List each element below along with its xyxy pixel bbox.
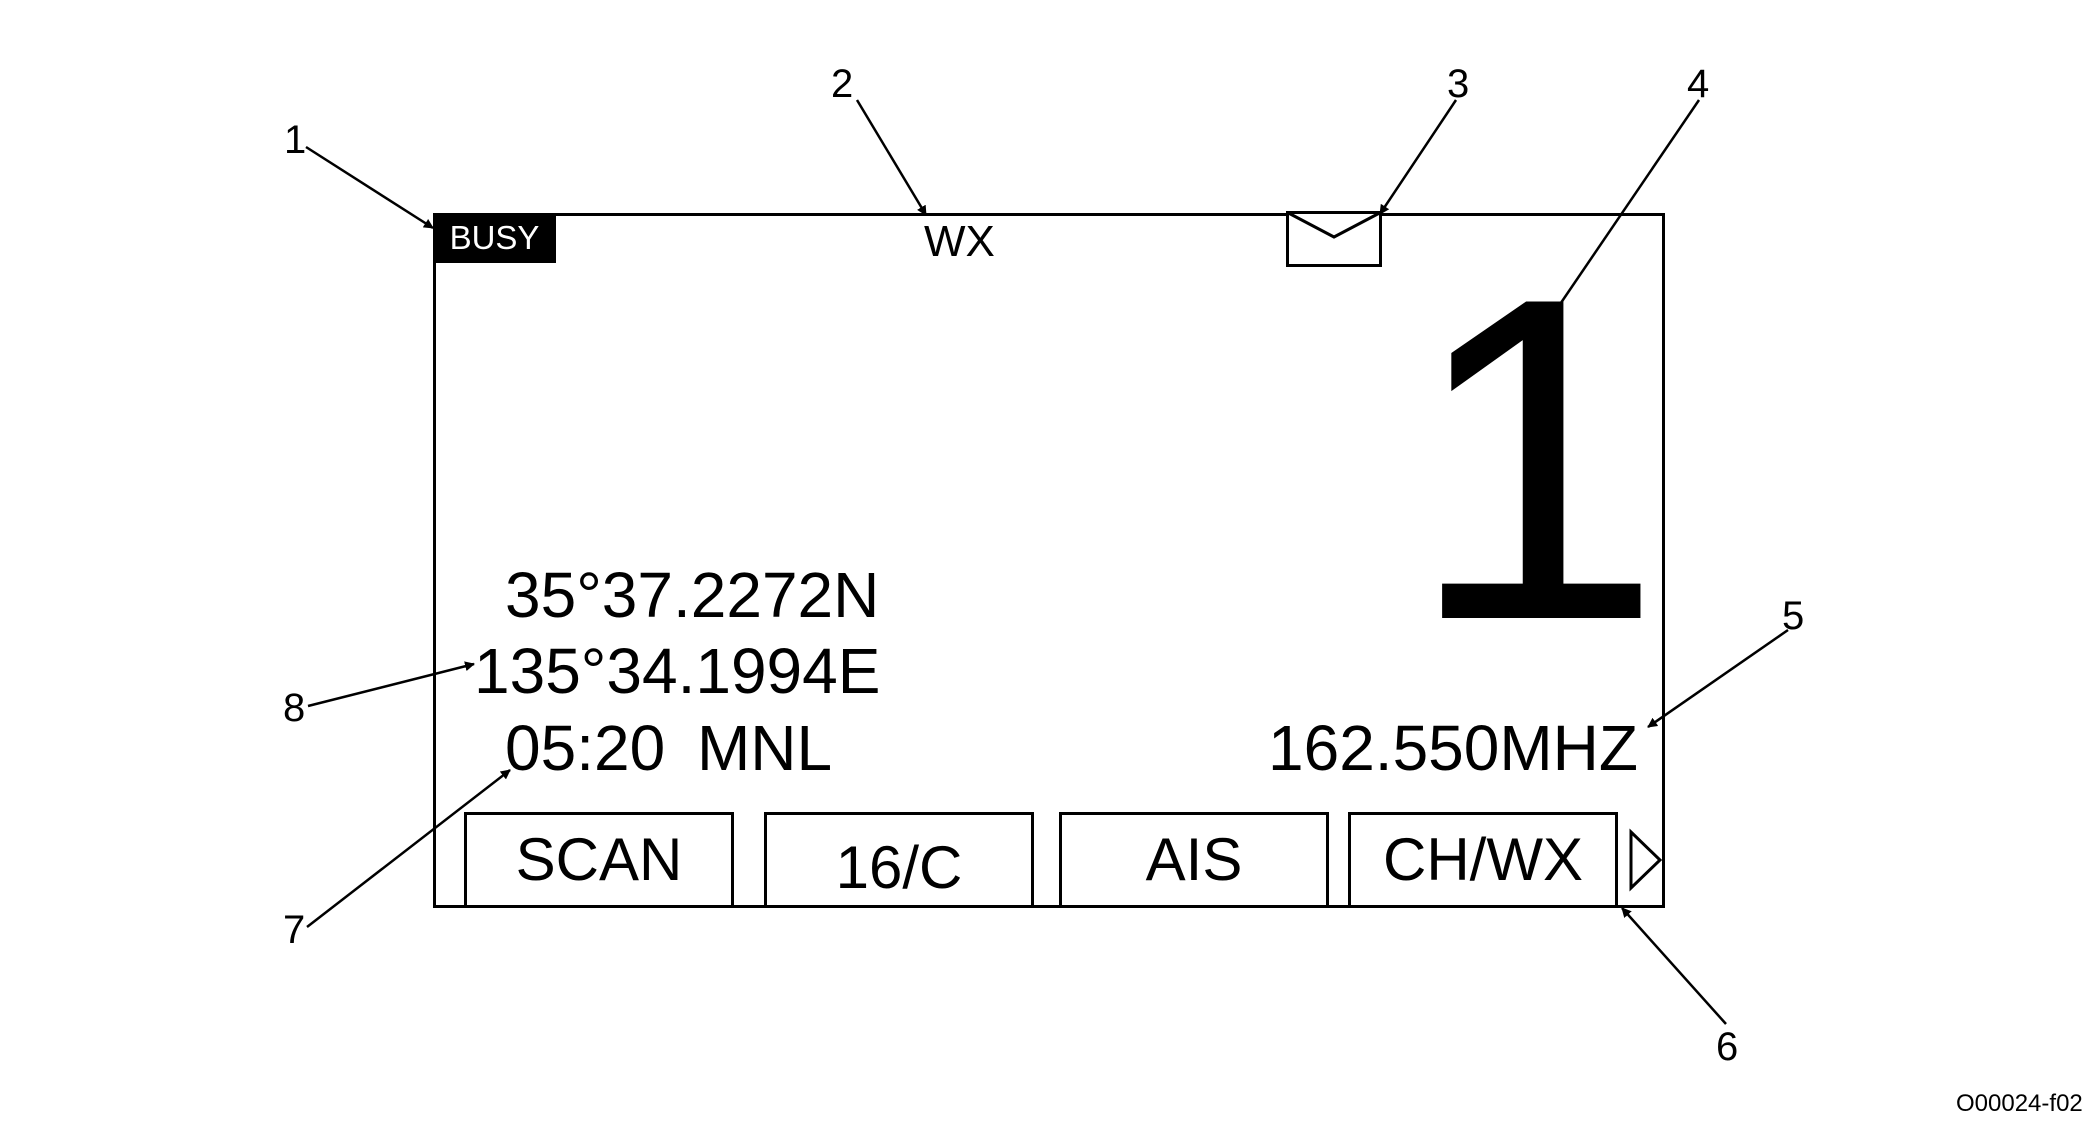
callout-number: 2 bbox=[831, 62, 854, 106]
envelope-icon bbox=[1286, 211, 1382, 267]
longitude-readout: 135°34.1994E bbox=[474, 635, 881, 707]
latitude-readout: 35°37.2272N bbox=[505, 559, 880, 631]
callout-number: 6 bbox=[1716, 1025, 1739, 1069]
lcd-screen bbox=[433, 213, 1665, 908]
callout-number: 5 bbox=[1782, 594, 1805, 638]
mode-label: WX bbox=[924, 217, 995, 266]
frequency-readout: 162.550MHZ bbox=[1268, 712, 1638, 784]
triangle-right-icon[interactable] bbox=[1628, 828, 1664, 892]
channel-number: 1 bbox=[1407, 203, 1663, 716]
leader-line-3 bbox=[1378, 99, 1458, 215]
figure-code: O00024-f02 bbox=[1956, 1090, 2083, 1117]
scan-softkey[interactable]: SCAN bbox=[464, 812, 734, 908]
leader-line-2 bbox=[855, 99, 928, 216]
callout-number: 4 bbox=[1687, 62, 1710, 106]
leader-line-1 bbox=[305, 145, 434, 230]
ch-wx-softkey[interactable]: CH/WX bbox=[1348, 812, 1618, 908]
leader-line-6 bbox=[1621, 907, 1727, 1025]
callout-number: 8 bbox=[283, 686, 306, 730]
busy-badge: BUSY bbox=[433, 213, 556, 263]
channel-16c-softkey[interactable]: 16/C bbox=[764, 812, 1034, 908]
callout-number: 1 bbox=[284, 118, 307, 162]
callout-number: 7 bbox=[283, 908, 306, 952]
time-mode-readout: 05:20 MNL bbox=[505, 712, 833, 784]
callout-number: 3 bbox=[1447, 62, 1470, 106]
ais-softkey[interactable]: AIS bbox=[1059, 812, 1329, 908]
